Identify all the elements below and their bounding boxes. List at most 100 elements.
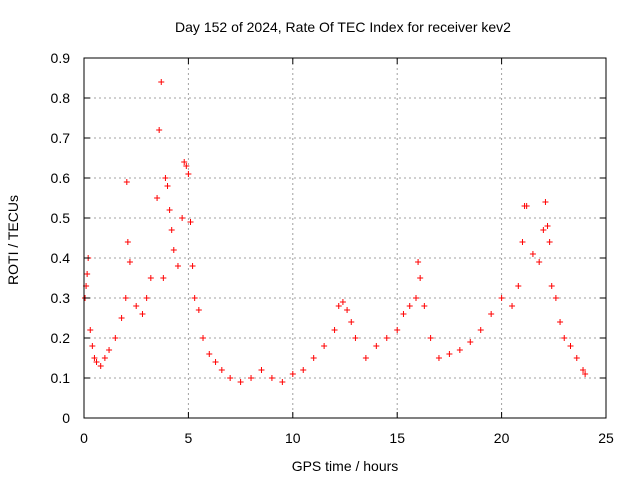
data-point xyxy=(415,259,422,265)
data-point xyxy=(412,295,419,301)
data-point xyxy=(552,295,559,301)
x-tick-label: 20 xyxy=(494,430,510,446)
data-point xyxy=(170,247,177,253)
data-point xyxy=(331,327,338,333)
data-point xyxy=(406,303,413,309)
data-point xyxy=(106,347,113,353)
data-point xyxy=(118,315,125,321)
data-point xyxy=(544,223,551,229)
data-point xyxy=(561,335,568,341)
data-point xyxy=(446,351,453,357)
data-point xyxy=(158,79,165,85)
x-tick-label: 0 xyxy=(80,430,88,446)
data-point xyxy=(154,195,161,201)
data-point xyxy=(174,263,181,269)
data-markers xyxy=(82,79,589,385)
data-point xyxy=(289,371,296,377)
y-tick-label: 0.6 xyxy=(51,170,71,186)
data-point xyxy=(189,263,196,269)
data-point xyxy=(540,227,547,233)
data-point xyxy=(195,307,202,313)
data-point xyxy=(122,295,129,301)
data-point xyxy=(187,219,194,225)
y-tick-labels: 0 0.1 0.2 0.3 0.4 0.5 0.6 0.7 0.8 0.9 xyxy=(51,50,71,426)
x-tick-labels: 0 5 10 15 20 25 xyxy=(80,430,614,446)
data-point xyxy=(523,203,530,209)
data-point xyxy=(185,171,192,177)
data-point xyxy=(580,367,587,373)
data-point xyxy=(339,299,346,305)
data-point xyxy=(162,175,169,181)
data-point xyxy=(123,179,130,185)
data-point xyxy=(427,335,434,341)
data-point xyxy=(87,327,94,333)
data-point xyxy=(84,271,91,277)
chart-title: Day 152 of 2024, Rate Of TEC Index for r… xyxy=(175,19,511,35)
data-point xyxy=(191,295,198,301)
data-point xyxy=(435,355,442,361)
data-point xyxy=(573,355,580,361)
data-point xyxy=(417,275,424,281)
data-point xyxy=(498,295,505,301)
data-point xyxy=(400,311,407,317)
data-point xyxy=(166,207,173,213)
data-point xyxy=(321,343,328,349)
data-point xyxy=(509,303,516,309)
data-point xyxy=(126,259,133,265)
data-point xyxy=(488,311,495,317)
x-tick-label: 15 xyxy=(389,430,405,446)
y-axis-label: ROTI / TECUs xyxy=(5,195,21,285)
data-point xyxy=(394,327,401,333)
data-point xyxy=(91,355,98,361)
data-point xyxy=(373,343,380,349)
data-point xyxy=(147,275,154,281)
data-point xyxy=(456,347,463,353)
data-point xyxy=(112,335,119,341)
data-point xyxy=(89,343,96,349)
data-point xyxy=(200,335,207,341)
data-point xyxy=(237,379,244,385)
data-point xyxy=(164,183,171,189)
axis-ticks xyxy=(83,57,607,419)
data-point xyxy=(352,335,359,341)
y-tick-label: 0.9 xyxy=(51,50,71,66)
data-point xyxy=(582,371,589,377)
data-point xyxy=(529,251,536,257)
y-tick-label: 0 xyxy=(62,410,70,426)
data-point xyxy=(206,351,213,357)
x-tick-label: 5 xyxy=(185,430,193,446)
data-point xyxy=(362,355,369,361)
data-point xyxy=(567,343,574,349)
data-point xyxy=(179,215,186,221)
data-point xyxy=(335,303,342,309)
data-point xyxy=(348,319,355,325)
y-tick-label: 0.8 xyxy=(51,90,71,106)
plot-frame xyxy=(83,57,607,419)
data-point xyxy=(548,283,555,289)
data-point xyxy=(93,359,100,365)
data-point xyxy=(515,283,522,289)
data-point xyxy=(181,159,188,165)
data-point xyxy=(536,259,543,265)
data-point xyxy=(139,311,146,317)
y-tick-label: 0.2 xyxy=(51,330,71,346)
data-point xyxy=(218,367,225,373)
y-tick-label: 0.3 xyxy=(51,290,71,306)
grid xyxy=(84,58,606,418)
data-point xyxy=(467,339,474,345)
data-point xyxy=(133,303,140,309)
data-point xyxy=(227,375,234,381)
data-point xyxy=(97,363,104,369)
y-tick-label: 0.7 xyxy=(51,130,71,146)
y-tick-label: 0.1 xyxy=(51,370,71,386)
x-tick-label: 10 xyxy=(285,430,301,446)
data-point xyxy=(546,239,553,245)
data-point xyxy=(160,275,167,281)
x-axis-label: GPS time / hours xyxy=(292,458,399,474)
data-point xyxy=(279,379,286,385)
data-point xyxy=(557,319,564,325)
data-point xyxy=(542,199,549,205)
data-point xyxy=(310,355,317,361)
data-point xyxy=(156,127,163,133)
